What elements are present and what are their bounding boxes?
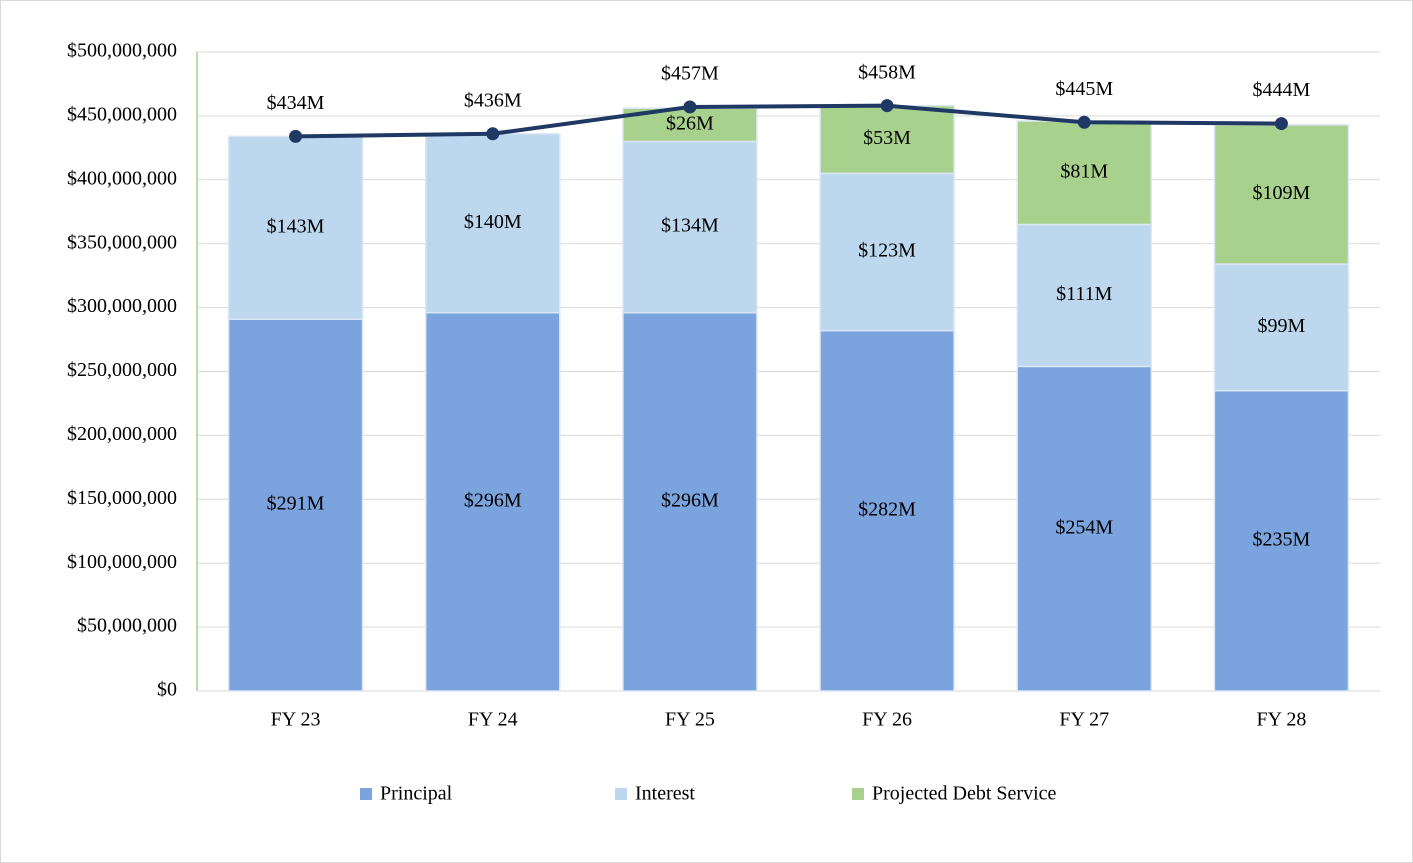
data-label: $254M xyxy=(1055,516,1113,538)
total-label: $434M xyxy=(267,92,325,114)
bar-segment xyxy=(1213,389,1350,692)
x-tick-label: FY 23 xyxy=(271,709,321,731)
data-label: $134M xyxy=(661,215,719,237)
bar-segment xyxy=(622,311,758,692)
data-label: $296M xyxy=(661,489,719,511)
x-tick-label: FY 26 xyxy=(862,709,912,731)
data-label: $99M xyxy=(1258,315,1306,337)
total-label: $436M xyxy=(464,89,522,111)
data-label: $140M xyxy=(464,211,522,233)
legend-swatch xyxy=(360,788,372,800)
total-point xyxy=(1077,115,1091,129)
bar-segment xyxy=(227,318,364,692)
bar-segment xyxy=(622,140,758,314)
x-tick-label: FY 24 xyxy=(468,709,518,731)
y-tick-label: $350,000,000 xyxy=(67,231,177,253)
total-point xyxy=(289,129,303,143)
y-tick-label: $250,000,000 xyxy=(67,359,177,381)
y-tick-label: $100,000,000 xyxy=(67,551,177,573)
bar-segment xyxy=(1016,365,1152,692)
total-point xyxy=(880,99,894,113)
total-label: $445M xyxy=(1055,78,1113,100)
bar-segment xyxy=(1016,120,1152,226)
data-label: $123M xyxy=(858,240,916,262)
data-label: $296M xyxy=(464,489,522,511)
legend-swatch xyxy=(852,788,864,800)
total-label: $458M xyxy=(858,61,916,83)
total-label: $457M xyxy=(661,63,719,85)
data-label: $26M xyxy=(666,112,714,134)
y-tick-label: $500,000,000 xyxy=(67,40,177,62)
data-label: $291M xyxy=(267,493,325,515)
data-label: $111M xyxy=(1056,283,1113,305)
total-line xyxy=(295,103,1282,139)
legend-swatch xyxy=(615,788,627,800)
y-tick-label: $300,000,000 xyxy=(67,295,177,317)
bar-segment xyxy=(425,133,561,314)
data-label: $143M xyxy=(267,215,325,237)
y-tick-label: $400,000,000 xyxy=(67,167,177,189)
data-label: $53M xyxy=(863,127,911,149)
bar-segment xyxy=(1213,124,1350,265)
total-label: $444M xyxy=(1253,79,1311,101)
y-tick-label: $0 xyxy=(157,679,177,701)
bar-segment xyxy=(1016,223,1152,368)
data-label: $81M xyxy=(1060,160,1108,182)
bar-segment xyxy=(622,107,758,143)
legend-label: Principal xyxy=(380,783,453,805)
bar-segment xyxy=(819,172,955,332)
x-tick-label: FY 28 xyxy=(1257,709,1307,731)
legend-label: Projected Debt Service xyxy=(872,783,1056,805)
x-tick-label: FY 27 xyxy=(1059,709,1109,731)
data-label: $109M xyxy=(1253,182,1311,204)
bar-segment xyxy=(1213,263,1350,392)
x-tick-label: FY 25 xyxy=(665,709,715,731)
y-tick-label: $450,000,000 xyxy=(67,103,177,125)
bar-segment xyxy=(819,104,955,175)
y-tick-label: $200,000,000 xyxy=(67,423,177,445)
data-label: $282M xyxy=(858,498,916,520)
y-tick-label: $150,000,000 xyxy=(67,487,177,509)
total-point xyxy=(486,127,500,141)
total-point xyxy=(1274,117,1288,131)
y-tick-label: $50,000,000 xyxy=(77,615,177,637)
legend-label: Interest xyxy=(635,783,695,805)
data-label: $235M xyxy=(1253,528,1311,550)
total-point xyxy=(683,100,697,114)
